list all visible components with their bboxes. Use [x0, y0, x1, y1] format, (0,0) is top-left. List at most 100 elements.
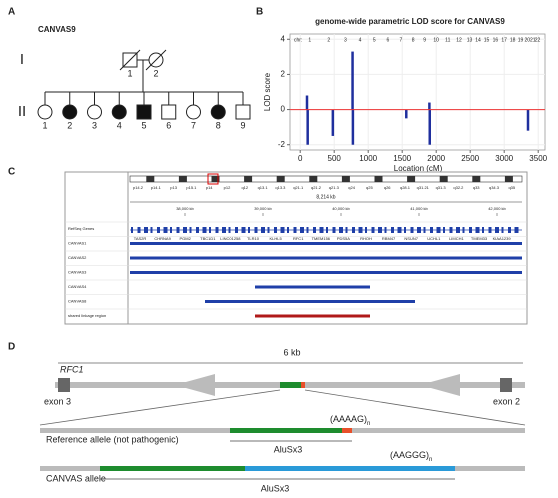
individual-id: 8 — [216, 120, 221, 130]
band-label: p13 — [170, 185, 177, 190]
gene-exon — [157, 227, 160, 233]
individual-id: 3 — [92, 120, 97, 130]
region-bar — [255, 314, 370, 318]
band-label: q13.1 — [258, 185, 269, 190]
gene-exon — [313, 227, 316, 233]
chromosome-label: 15 — [484, 37, 490, 43]
gene-label: LIMCH1 — [449, 236, 464, 241]
male — [235, 104, 251, 120]
region-bar — [130, 271, 522, 274]
individual-id: 6 — [166, 120, 171, 130]
chromosome-label: 18 — [510, 37, 516, 43]
exon-label: exon 2 — [493, 396, 520, 406]
chromosome-label: 2 — [327, 37, 330, 43]
gene-exon — [228, 227, 231, 233]
panel-label: A — [8, 7, 15, 18]
panel-label: B — [256, 7, 263, 18]
gene-exon — [456, 227, 460, 233]
generation: I — [20, 51, 24, 68]
female — [62, 104, 78, 120]
track-name: shared linkage region — [68, 313, 106, 318]
generation: II — [18, 103, 26, 120]
gene-exon — [495, 227, 499, 233]
repeat-label: (AAGGG)n — [390, 450, 432, 462]
gene-exon — [131, 227, 133, 233]
chromosome-label: 5 — [373, 37, 376, 43]
browser-frame — [64, 171, 528, 325]
track-name: RefSeq Genes — [68, 226, 94, 231]
gene-exon — [417, 227, 421, 233]
x-tick-label: 1000 — [359, 154, 377, 163]
chromosome-label: 16 — [493, 37, 499, 43]
band-label: p12 — [224, 185, 231, 190]
band — [439, 176, 448, 182]
gene-exon — [144, 227, 148, 233]
gene-exon — [306, 227, 309, 233]
individual-id: 9 — [240, 120, 245, 130]
chromosome-label: 1 — [308, 37, 311, 43]
gene-label: RFC1 — [293, 236, 304, 241]
female — [37, 104, 53, 120]
exon — [500, 378, 512, 392]
ideogram — [129, 175, 523, 183]
band-label: p15.1 — [186, 185, 197, 190]
gene-exon — [410, 227, 414, 233]
gene-label: KIAA1239 — [493, 236, 512, 241]
position-label: 41,000 kb — [410, 206, 428, 211]
gene-label: CHRNA9 — [154, 236, 171, 241]
gene-exon — [189, 227, 192, 233]
band-label: q24 — [348, 185, 355, 190]
y-tick-label: 0 — [281, 105, 286, 114]
band-label: p14.1 — [151, 185, 162, 190]
gene-label: RHOH — [360, 236, 372, 241]
individual-id: 1 — [127, 68, 132, 78]
region-bar — [130, 256, 522, 260]
chromosome-label: 7 — [399, 37, 402, 43]
band — [309, 176, 318, 182]
band — [407, 176, 416, 182]
gene-exon — [202, 227, 207, 233]
y-tick-label: 4 — [281, 34, 286, 43]
gene-exon — [475, 227, 480, 233]
gene-exon — [358, 227, 363, 233]
genome-browser: p14.2 p14.1 p13 p15.1 p14 p12 q12 q13.1 q13.3 q21… — [64, 171, 528, 325]
male — [136, 104, 152, 120]
gene-label: KLHL5 — [269, 236, 282, 241]
individual-id: 4 — [117, 120, 122, 130]
x-tick-label: 0 — [298, 154, 303, 163]
y-axis-label: LOD score — [263, 72, 272, 111]
gene-exon — [209, 227, 211, 233]
gene-exon — [241, 227, 246, 233]
track-name: CANVAS8 — [68, 299, 87, 304]
element-label: AluSx3 — [274, 444, 303, 454]
individual-id: 2 — [67, 120, 72, 130]
chromosome-label: 10 — [433, 37, 439, 43]
gene-exon — [170, 227, 172, 233]
repeat — [245, 466, 455, 471]
band-label: q25 — [366, 185, 373, 190]
gene-label: TAS2R — [134, 236, 147, 241]
gene-exon — [352, 227, 355, 233]
zoom-line — [39, 389, 281, 426]
y-tick-label: -2 — [278, 140, 286, 149]
gene-exon — [449, 227, 453, 233]
gene-exon — [222, 227, 226, 233]
band-label: q12 — [241, 185, 248, 190]
band-label: q21.3 — [329, 185, 340, 190]
gene-exon — [339, 227, 343, 233]
position-label: 42,000 kb — [488, 206, 506, 211]
band — [341, 176, 350, 182]
gene-label: LINC01258 — [220, 236, 241, 241]
gene-exon — [514, 227, 519, 233]
gene-exon — [332, 227, 336, 233]
x-tick-label: 1500 — [393, 154, 411, 163]
gene-exon — [274, 227, 277, 233]
deceased-mark — [145, 49, 167, 71]
band — [178, 176, 187, 182]
gene-exon — [196, 227, 199, 233]
position-label: 40,000 kb — [332, 206, 350, 211]
chromosome-label: 21 — [530, 37, 536, 43]
gene-exon — [443, 227, 445, 233]
